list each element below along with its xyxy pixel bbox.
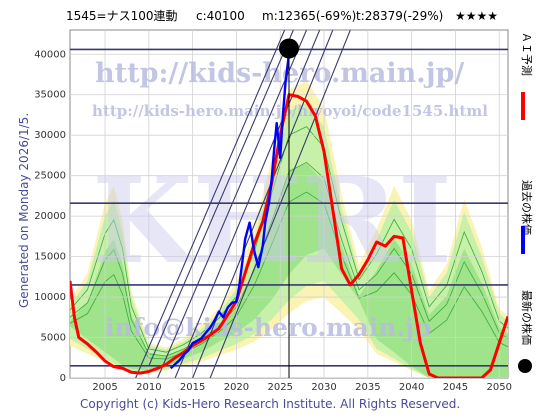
watermark-url-code: http://kids-hero.main.jp/hiyoyoi/code154…: [92, 102, 488, 120]
y-tick-5000: 5000: [41, 333, 66, 344]
y-tick-40000: 40000: [34, 49, 66, 60]
trend-line-2: [148, 30, 294, 367]
x-tick-2015: 2015: [180, 382, 205, 393]
series-line-1: [70, 93, 508, 378]
watermark-email: info@kids-hero.main.jp: [105, 313, 432, 342]
header-current: c:40100: [196, 9, 245, 23]
legend-swatch-latest: [518, 359, 532, 373]
y-tick-0: 0: [60, 373, 66, 384]
trend-line-1: [174, 30, 321, 378]
y-tick-20000: 20000: [34, 211, 66, 222]
x-tick-2045: 2045: [443, 382, 468, 393]
header-min-stat: m:12365(-69%): [262, 9, 356, 23]
legend-label-ai: ＡＩ予測: [520, 32, 534, 76]
copyright: Copyright (c) Kids-Hero Research Institu…: [80, 397, 460, 411]
y-tick-25000: 25000: [34, 171, 66, 182]
x-tick-2010: 2010: [136, 382, 161, 393]
y-tick-15000: 15000: [34, 252, 66, 263]
y-tick-35000: 35000: [34, 90, 66, 101]
x-tick-2030: 2030: [311, 382, 336, 393]
trend-line-4: [135, 30, 286, 378]
x-axis-ticks: 2005 2010 2015 2020 2025 2030 2035 2040 2045 2050: [92, 382, 512, 393]
x-tick-2025: 2025: [268, 382, 293, 393]
y-tick-30000: 30000: [34, 130, 66, 141]
x-tick-2040: 2040: [399, 382, 424, 393]
header-ticker: 1545=ナス100連動: [66, 9, 178, 23]
series-lines: [70, 53, 508, 378]
header-target-stat: t:28379(-29%): [356, 9, 443, 23]
x-tick-2050: 2050: [487, 382, 512, 393]
series-line-0: [169, 53, 291, 370]
legend: ＡＩ予測 過去の株価 最新の株価: [518, 32, 534, 373]
legend-label-latest: 最新の株価: [520, 290, 534, 345]
y-tick-10000: 10000: [34, 292, 66, 303]
latest-price-marker: [279, 38, 299, 59]
header-rating: ★★★★: [455, 9, 498, 23]
trend-line-5: [209, 30, 351, 378]
y-axis-ticks: 0 5000 10000 15000 20000 25000 30000 35000 40000: [34, 49, 66, 384]
x-tick-2020: 2020: [224, 382, 249, 393]
generated-date-label: Generated on Monday 2026/1/5.: [17, 113, 31, 308]
trend-lines: [135, 30, 351, 378]
x-tick-2005: 2005: [92, 382, 117, 393]
legend-label-past: 過去の株価: [520, 180, 534, 235]
x-tick-2035: 2035: [355, 382, 380, 393]
trend-line-0: [157, 30, 308, 378]
